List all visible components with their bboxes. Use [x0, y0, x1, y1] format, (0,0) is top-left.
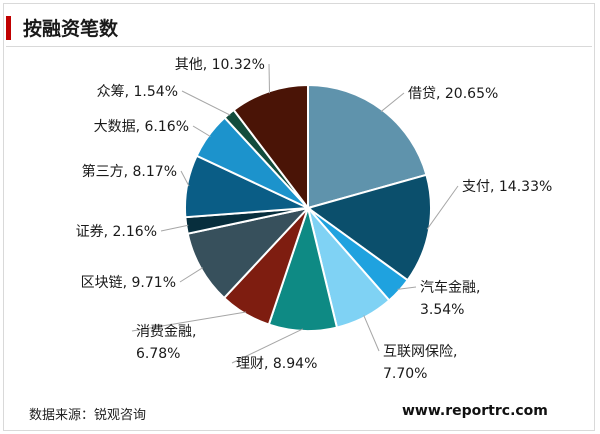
- slice-label-11: 众筹, 1.54%: [97, 83, 178, 100]
- pie-slice-2: [305, 173, 432, 282]
- leader-line-7: [179, 267, 203, 283]
- slice-label-6: 消费金融, 6.78%: [136, 324, 196, 362]
- slice-label-12: 其他, 10.32%: [175, 57, 265, 73]
- title-accent-bar: [6, 16, 11, 40]
- slice-label-7: 区块链, 9.71%: [81, 275, 176, 291]
- leader-line-5: [231, 328, 304, 364]
- pie-slice-12: [232, 83, 309, 211]
- leader-line-6: [131, 311, 247, 332]
- source-note: 数据来源：锐观咨询: [29, 408, 147, 423]
- slice-label-2: 支付, 14.33%: [462, 179, 552, 195]
- slice-label-4: 互联网保险, 7.70%: [383, 344, 457, 382]
- leader-line-8: [160, 224, 189, 232]
- website-url: www.reportrc.com: [402, 403, 548, 419]
- chart-frame: [3, 3, 595, 431]
- chart-title: 按融资笔数: [23, 18, 119, 40]
- title-divider: [6, 46, 592, 47]
- slice-label-10: 大数据, 6.16%: [94, 119, 189, 135]
- slice-label-9: 第三方, 8.17%: [82, 163, 177, 180]
- leader-line-11: [181, 90, 231, 116]
- leader-line-2: [426, 185, 459, 230]
- leader-line-12: [268, 63, 270, 94]
- slice-label-5: 理财, 8.94%: [236, 356, 317, 372]
- leader-line-4: [363, 315, 380, 352]
- leader-line-3: [397, 286, 417, 290]
- slice-label-3: 汽车金融, 3.54%: [420, 279, 480, 318]
- leader-line-10: [192, 125, 211, 137]
- slice-label-1: 借贷, 20.65%: [408, 86, 498, 102]
- leader-line-1: [380, 92, 405, 112]
- slice-label-8: 证券, 2.16%: [76, 224, 157, 240]
- leader-line-9: [180, 170, 190, 187]
